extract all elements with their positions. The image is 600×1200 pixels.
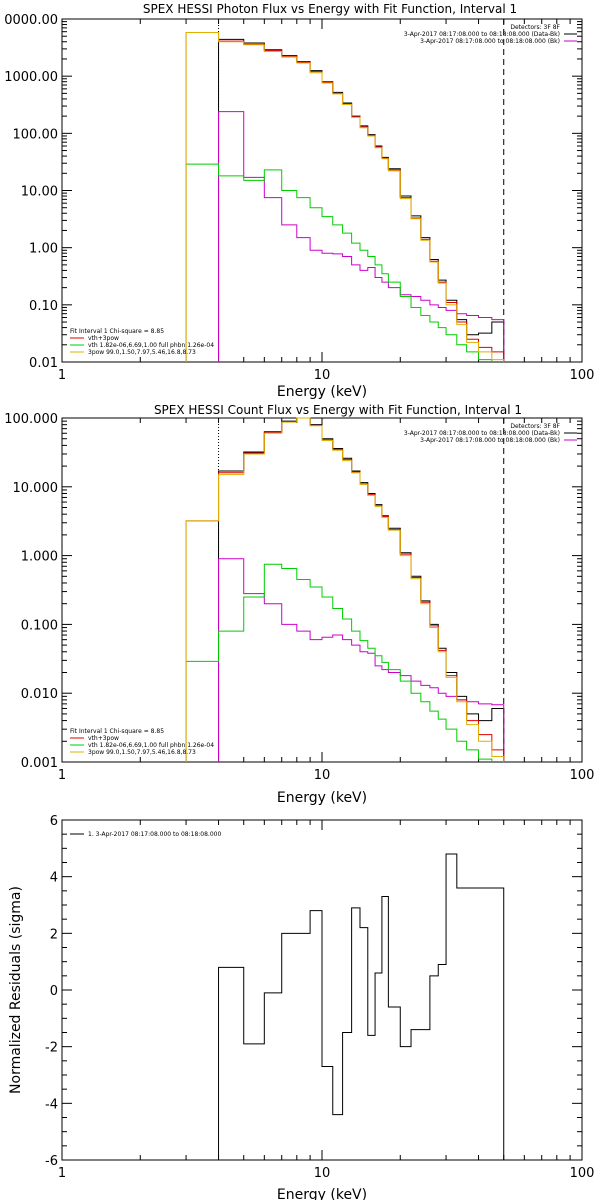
photon-flux-x-tick-label: 100 xyxy=(570,368,595,383)
count-flux-legend-left: Fit Interval 1 Chi-square = 8.85vth+3pow… xyxy=(70,728,214,756)
count-flux-series-bk xyxy=(218,558,505,762)
residuals-panel: Energy (keV) Normalized Residuals (sigma… xyxy=(8,886,367,1200)
count-flux-legend-left-text: 3pow 99.0,1.50,7.97,5.46,16.8,8.73 xyxy=(88,749,196,756)
photon-flux-y-tick-label: 0.10 xyxy=(29,299,58,314)
photon-flux-legend-right-text: Detectors: 3F 8F xyxy=(510,24,560,31)
count-flux-series-data-bk xyxy=(218,417,505,762)
residuals-y-tick-label: 4 xyxy=(50,871,58,886)
count-flux-legend-right-text: Detectors: 3F 8F xyxy=(510,423,560,430)
residuals-ylabel: Normalized Residuals (sigma) xyxy=(8,886,24,1094)
count-flux-legend-right-text: 3-Apr-2017 08:17:08.000 to 08:18:08.000 … xyxy=(420,437,560,444)
photon-flux-y-tick-label: 1.00 xyxy=(29,242,58,257)
photon-flux-series-vth xyxy=(185,163,493,362)
residuals-x-tick-label: 10 xyxy=(314,1166,331,1181)
photon-flux-y-tick-label: 1000.00 xyxy=(4,70,58,85)
photon-flux-y-tick-label: 0.01 xyxy=(29,356,58,371)
residuals-y-tick-label: 6 xyxy=(50,814,58,829)
count-flux-panel: SPEX HESSI Count Flux vs Energy with Fit… xyxy=(154,403,522,806)
count-flux-xlabel: Energy (keV) xyxy=(277,790,367,806)
photon-flux-y-tick-label: 10.00 xyxy=(21,185,58,200)
count-flux-y-ticks: 0.001 0.010 0.100 1.000 10.000 100.000 xyxy=(4,412,582,771)
photon-flux-x-tick-label: 10 xyxy=(314,368,331,383)
photon-flux-y-tick-label: 100.00 xyxy=(13,127,59,142)
count-flux-x-tick-label: 10 xyxy=(314,768,331,783)
photon-flux-panel: SPEX HESSI Photon Flux vs Energy with Fi… xyxy=(143,2,517,400)
residuals-y-tick-label: -4 xyxy=(45,1097,58,1112)
count-flux-x-tick-label: 100 xyxy=(570,768,595,783)
count-flux-y-tick-label: 0.001 xyxy=(21,756,58,771)
count-flux-y-tick-label: 100.000 xyxy=(4,412,58,427)
count-flux-series-3pow xyxy=(185,417,505,762)
photon-flux-x-tick-label: 1 xyxy=(58,368,66,383)
count-flux-y-tick-label: 1.000 xyxy=(21,550,58,565)
photon-flux-legend-left-text: Fit Interval 1 Chi-square = 8.85 xyxy=(70,328,164,335)
count-flux-y-tick-label: 0.010 xyxy=(21,687,58,702)
photon-flux-legend-right-text: 3-Apr-2017 08:17:08.000 to 08:18:08.000 … xyxy=(420,38,560,45)
residuals-legend-left: 1. 3-Apr-2017 08:17:08.000 to 08:18:08.0… xyxy=(70,831,221,838)
residuals-plot: 1 10 100 -6 -4 -2 0 2 4 6 1. 3-Apr-2017 08:17:08.0… xyxy=(45,814,594,1181)
photon-flux-series-3pow xyxy=(185,32,505,362)
photon-flux-legend-left-text: vth+3pow xyxy=(88,335,119,342)
photon-flux-y-tick-label: 0000.00 xyxy=(4,13,58,28)
count-flux-x-ticks: 1 10 100 xyxy=(58,418,595,783)
photon-flux-title: SPEX HESSI Photon Flux vs Energy with Fi… xyxy=(143,2,517,16)
count-flux-x-tick-label: 1 xyxy=(58,768,66,783)
count-flux-legend-left-text: vth+3pow xyxy=(88,735,119,742)
residuals-legend-left-text: 1. 3-Apr-2017 08:17:08.000 to 08:18:08.0… xyxy=(88,831,221,838)
photon-flux-series-vth-3pow xyxy=(185,32,505,362)
count-flux-title: SPEX HESSI Count Flux vs Energy with Fit… xyxy=(154,403,522,417)
photon-flux-legend-left-text: vth 1.82e-06,6.69,1.00 full phbn 1.26e-0… xyxy=(88,342,214,349)
residuals-x-tick-label: 100 xyxy=(570,1166,595,1181)
residuals-xlabel: Energy (keV) xyxy=(277,1187,367,1200)
residuals-x-tick-label: 1 xyxy=(58,1166,66,1181)
count-flux-legend-left-text: Fit Interval 1 Chi-square = 8.85 xyxy=(70,728,164,735)
residuals-series-1-3-apr-2017-08-17-08-000-to-08-18-08-000 xyxy=(218,853,505,1160)
residuals-y-tick-label: 2 xyxy=(50,927,58,942)
count-flux-plot: 1 10 100 0.001 0.010 0.100 1.000 10.000 100.000 D… xyxy=(4,412,594,783)
residuals-x-ticks: 1 10 100 xyxy=(58,820,595,1181)
count-flux-series-vth-3pow xyxy=(185,417,505,762)
count-flux-legend-left-text: vth 1.82e-06,6.69,1.00 full phbn 1.26e-0… xyxy=(88,742,214,749)
photon-flux-legend-right-text: 3-Apr-2017 08:17:08.000 to 08:18:08.000 … xyxy=(404,31,560,38)
count-flux-legend-right-text: 3-Apr-2017 08:17:08.000 to 08:18:08.000 … xyxy=(404,430,560,437)
photon-flux-legend-right: Detectors: 3F 8F3-Apr-2017 08:17:08.000 … xyxy=(404,24,577,45)
count-flux-y-tick-label: 0.100 xyxy=(21,618,58,633)
residuals-y-tick-label: -2 xyxy=(45,1041,58,1056)
photon-flux-legend-left-text: 3pow 99.0,1.50,7.97,5.46,16.8,8.73 xyxy=(88,349,196,356)
residuals-y-ticks: -6 -4 -2 0 2 4 6 xyxy=(45,814,582,1169)
photon-flux-y-ticks: 0.01 0.10 1.00 10.00 100.00 1000.00 0000.00 xyxy=(4,13,582,371)
count-flux-legend-right: Detectors: 3F 8F3-Apr-2017 08:17:08.000 … xyxy=(404,423,577,444)
count-flux-series-vth xyxy=(185,563,493,762)
photon-flux-xlabel: Energy (keV) xyxy=(277,384,367,400)
photon-flux-legend-left: Fit Interval 1 Chi-square = 8.85vth+3pow… xyxy=(70,328,214,356)
residuals-y-tick-label: -6 xyxy=(45,1154,58,1169)
count-flux-y-tick-label: 10.000 xyxy=(13,481,59,496)
residuals-y-tick-label: 0 xyxy=(50,984,58,999)
photon-flux-plot: 1 10 100 0.01 0.10 1.00 10.00 100.00 1000.00 0000… xyxy=(4,13,594,383)
